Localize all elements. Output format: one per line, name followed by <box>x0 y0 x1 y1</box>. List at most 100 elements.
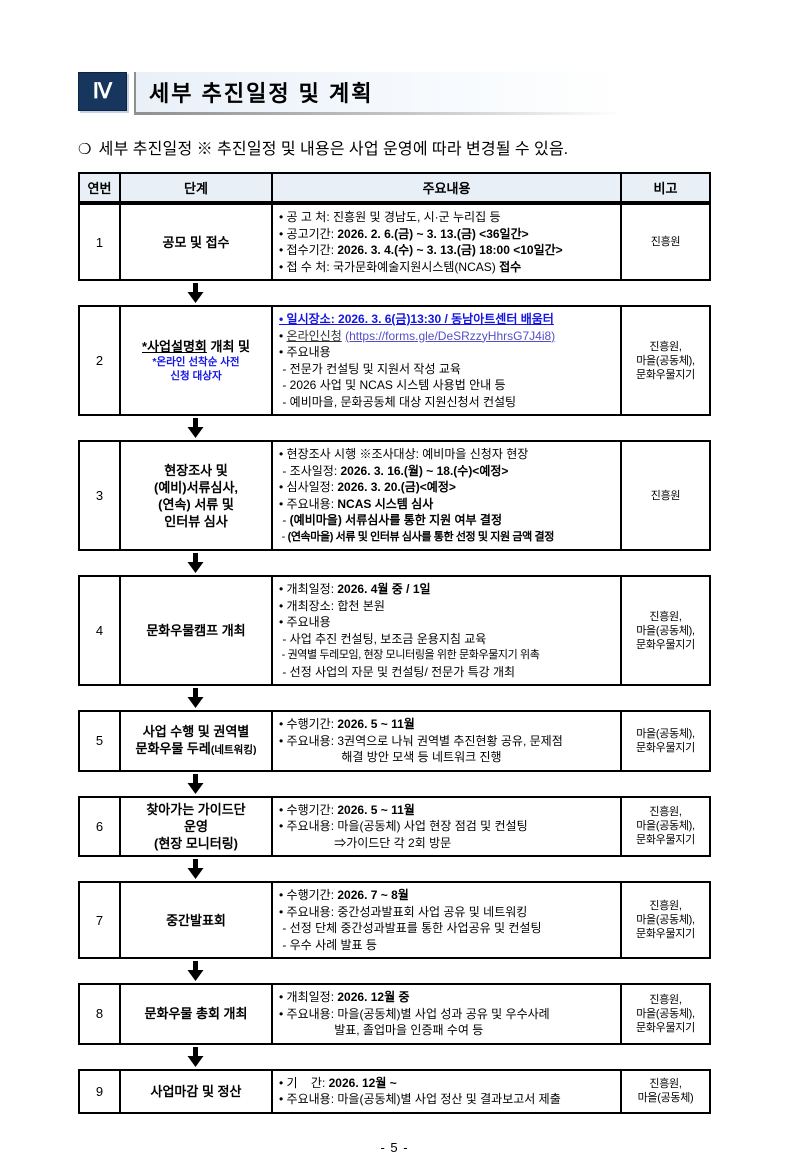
remark-line: 진흥원 <box>650 489 681 502</box>
section-number-badge: Ⅳ <box>78 72 127 111</box>
down-arrow-separator <box>78 551 711 575</box>
content-line: ⇒가이드단 각 2회 방문 <box>279 835 614 852</box>
text-segment: • 수행기간: <box>279 802 338 817</box>
remark-cell: 진흥원 <box>622 442 709 549</box>
stage-line: 공모 및 접수 <box>162 234 229 251</box>
text-segment: 온라인신청 <box>286 328 342 343</box>
content-line: • 접 수 처: 국가문화예술지원시스템(NCAS) 접수 <box>279 259 614 276</box>
stage-line: 신청 대상자 <box>170 369 221 383</box>
remark-line: 마을(공동체), <box>636 727 695 740</box>
down-arrow-separator <box>78 772 711 796</box>
remark-line: 진흥원 <box>650 236 681 248</box>
text-segment: 2026. 5 ~ 11월 <box>337 802 415 817</box>
text-segment: - 조사일정: <box>279 463 341 478</box>
content-line: • 주요내용: 중간성과발표회 사업 공유 및 네트워킹 <box>279 904 614 921</box>
remark-line: 진흥원, <box>649 806 682 819</box>
remark-line: 진흥원, <box>649 900 682 912</box>
down-arrow-separator <box>78 281 711 305</box>
row-number: 1 <box>80 205 121 279</box>
content-line: • 온라인신청 (https://forms.gle/DeSRzzyHhrsG7… <box>279 328 614 345</box>
online-application-link[interactable]: (https://forms.gle/DeSRzzyHhrsG7J4i8) <box>345 328 556 343</box>
stage-cell: 공모 및 접수 <box>121 205 273 279</box>
text-segment: - 전문가 컨설팅 및 지원서 작성 교육 <box>279 361 461 376</box>
text-segment: • 주요내용: <box>279 496 338 511</box>
content-line: - 사업 추진 컨설팅, 보조금 운용지침 교육 <box>279 631 614 648</box>
remark-cell: 진흥원, 마을(공동체), 문화우물지기 <box>622 985 709 1043</box>
text-segment: • 개최장소: 합천 본원 <box>279 598 385 613</box>
row-number: 9 <box>80 1070 121 1112</box>
remark-line: 문화우물지기 <box>636 1021 695 1034</box>
content-line: • 개최일정: 2026. 4월 중 / 1일 <box>279 581 614 598</box>
content-line: • 접수기간: 2026. 3. 4.(수) ~ 3. 13.(금) 18:00… <box>279 242 614 259</box>
row-number: 4 <box>80 577 121 684</box>
text-segment: 중간발표회 <box>166 912 226 928</box>
text-segment: 해결 방안 모색 등 네트워크 진행 <box>341 750 502 764</box>
down-arrow-separator <box>78 416 711 440</box>
content-line: - 선정 단체 중간성과발표를 통한 사업공유 및 컨설팅 <box>279 920 614 937</box>
stage-line: 중간발표회 <box>166 912 226 929</box>
remark-line: 진흥원, <box>649 340 682 353</box>
content-cell: • 수행기간: 2026. 5 ~ 11월 • 주요내용: 마을(공동체) 사업 … <box>273 797 622 855</box>
text-segment: • <box>279 328 287 343</box>
down-arrow-icon <box>187 859 204 879</box>
subtitle-line: ❍ 세부 추진일정 ※ 추진일정 및 내용은 사업 운영에 따라 변경될 수 있음… <box>78 135 793 159</box>
text-segment: • 접 수 처: 국가문화예술지원시스템(NCAS) <box>279 259 500 274</box>
stage-line: *온라인 선착순 사전 <box>152 355 239 369</box>
text-segment: - 2026 사업 및 NCAS 시스템 사용법 안내 등 <box>279 378 506 392</box>
down-arrow-separator <box>78 1045 711 1069</box>
content-line: • 현장조사 시행 ※조사대상: 예비마을 신청자 현장 <box>279 446 614 463</box>
row-number: 6 <box>80 797 121 855</box>
text-segment: 현장조사 및 <box>164 462 228 478</box>
text-segment: • 수행기간: <box>279 717 338 731</box>
row-number: 8 <box>80 985 121 1043</box>
text-segment: • 개최일정: <box>279 582 338 596</box>
stage-line: (연속) 서류 및 <box>158 496 234 513</box>
text-segment: (예비)서류심사, <box>153 479 239 495</box>
column-header-no: 연번 <box>80 174 121 201</box>
text-segment: • 현장조사 시행 ※조사대상: 예비마을 신청자 현장 <box>279 447 529 461</box>
stage-line: 사업 수행 및 권역별 <box>143 723 250 740</box>
remark-line: 문화우물지기 <box>636 928 695 940</box>
table-row: 9 사업마감 및 정산 • 기 간: 2026. 12월 ~ • 주요내용: 마을(공… <box>78 1068 711 1114</box>
content-cell: • 개최일정: 2026. 4월 중 / 1일 • 개최장소: 합천 본원 • 주요… <box>273 577 622 684</box>
down-arrow-icon <box>187 283 204 303</box>
table-header-row: 연번 단계 주요내용 비고 <box>78 172 711 203</box>
stage-line: (예비)서류심사, <box>154 479 238 496</box>
text-segment: - 예비마을, 문화공동체 대상 지원신청서 컨설팅 <box>279 394 517 409</box>
text-segment: • 주요내용: 마을(공동체) 사업 현장 점검 및 컨설팅 <box>279 819 528 833</box>
down-arrow-separator <box>78 857 711 881</box>
content-line: - 전문가 컨설팅 및 지원서 작성 교육 <box>279 361 614 378</box>
text-segment: • 일시장소: 2026. 3. 6(금)13:30 / 동남아트센터 배움터 <box>279 312 554 326</box>
text-segment: 접수 <box>499 259 522 274</box>
stage-line: 찾아가는 가이드단 <box>146 801 245 818</box>
remark-line: 마을(공동체), <box>636 354 695 367</box>
text-segment: - 선정 사업의 자문 및 컨설팅/ 전문가 특강 개최 <box>279 664 516 679</box>
stage-cell: 문화우물캠프 개최 <box>121 577 273 684</box>
text-segment: 공모 및 접수 <box>162 234 230 250</box>
remark-line: 진흥원, <box>649 610 682 623</box>
section-header: Ⅳ 세부 추진일정 및 계획 <box>78 0 793 115</box>
document-page: Ⅳ 세부 추진일정 및 계획 ❍ 세부 추진일정 ※ 추진일정 및 내용은 사업 … <box>78 0 793 1155</box>
text-segment: - <box>279 530 288 543</box>
content-line: • 심사일정: 2026. 3. 20.(금)<예정> <box>279 479 614 496</box>
remark-cell: 진흥원, 마을(공동체), 문화우물지기 <box>622 798 709 856</box>
content-line: • 공 고 처: 진흥원 및 경남도, 시·군 누리집 등 <box>279 209 614 226</box>
remark-line: 문화우물지기 <box>636 741 695 754</box>
text-segment: 2026. 5 ~ 11월 <box>337 717 415 731</box>
text-segment: 인터뷰 심사 <box>164 513 228 529</box>
text-segment: (연속) 서류 및 <box>158 496 234 512</box>
remark-line: 문화우물지기 <box>636 834 695 847</box>
remark-cell: 마을(공동체), 문화우물지기 <box>622 712 709 770</box>
table-row: 5 사업 수행 및 권역별 문화우물 두레(네트워킹) • 수행기간: 2026. 5… <box>78 710 711 772</box>
text-segment: • 공고기간: <box>279 226 338 241</box>
stage-line: *사업설명회 개최 및 <box>142 338 250 355</box>
stage-cell: 중간발표회 <box>121 883 273 957</box>
text-segment: ⇒가이드단 각 2회 방문 <box>334 835 452 850</box>
table-row: 2 *사업설명회 개최 및 *온라인 선착순 사전 신청 대상자 • 일시장소: 202… <box>78 305 711 416</box>
column-header-stage: 단계 <box>121 174 273 201</box>
content-cell: • 공 고 처: 진흥원 및 경남도, 시·군 누리집 등 • 공고기간: 202… <box>273 205 622 279</box>
remark-cell: 진흥원, 마을(공동체) <box>622 1071 709 1112</box>
row-number: 5 <box>80 712 121 770</box>
text-segment: 2026. 7 ~ 8월 <box>337 888 409 902</box>
content-line: • 주요내용: 마을(공동체)별 사업 성과 공유 및 우수사례 <box>279 1006 614 1023</box>
